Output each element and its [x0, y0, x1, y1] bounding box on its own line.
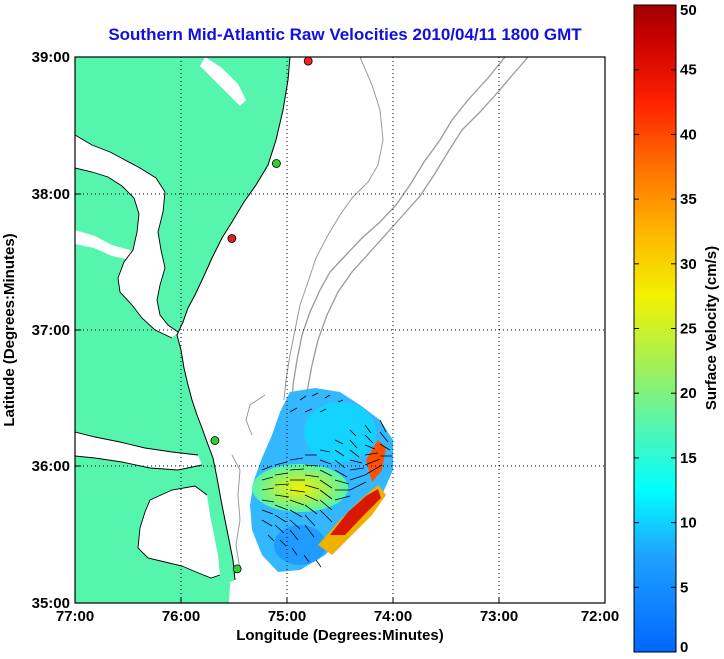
albemarle-sound [75, 432, 202, 470]
sounds-shoreline [75, 431, 221, 579]
x-tick-label: 75:00 [268, 608, 306, 625]
velocity-midspeed-band [252, 464, 348, 512]
bathymetry-contour-deep [299, 57, 529, 451]
x-tick-label: 74:00 [374, 608, 412, 625]
x-tick-label: 72:00 [581, 608, 619, 625]
map-title: Southern Mid-Atlantic Raw Velocities 201… [108, 25, 582, 44]
colorbar-tick-label: 35 [680, 191, 697, 208]
colorbar-label: Surface Velocity (cm/s) [703, 246, 720, 410]
colorbar-tick-label: 25 [680, 321, 697, 338]
bathymetry-contour-inner [283, 57, 384, 401]
colorbar-gradient [633, 4, 677, 653]
bathymetry-contour-slope [231, 394, 266, 571]
chesapeake-bay [75, 135, 178, 338]
colorbar-tick-label: 45 [680, 62, 697, 79]
colorbar-tick-label: 20 [680, 385, 697, 402]
y-tick-label: 37:00 [32, 322, 70, 339]
land-mainland [75, 57, 290, 603]
outer-banks [203, 440, 235, 582]
coastline [176, 57, 291, 581]
station-va-marker [227, 234, 237, 243]
radar-stations [210, 57, 313, 574]
x-axis-label: Longitude (Degrees:Minutes) [236, 627, 444, 644]
colorbar-tick-label: 10 [680, 515, 697, 532]
colorbar-tick-label: 15 [680, 450, 697, 467]
tick-marks [74, 56, 606, 604]
y-tick-label: 38:00 [32, 186, 70, 203]
velocity-field [250, 388, 393, 572]
y-tick-label: 36:00 [32, 458, 70, 475]
y-tick-labels: 35:00 36:00 37:00 38:00 39:00 [32, 49, 70, 612]
colorbar-tick-label: 50 [680, 2, 697, 19]
y-axis-label: Latitude (Degrees:Minutes) [1, 233, 18, 426]
colorbar-tick-label: 0 [680, 639, 688, 656]
colorbar-tick-label: 30 [680, 256, 697, 273]
station-nc-south-marker [232, 564, 242, 574]
x-tick-label: 73:00 [480, 608, 518, 625]
map-area [75, 57, 605, 603]
delaware-bay [200, 57, 246, 106]
pamlico-sound [138, 486, 220, 578]
colorbar-tick-label: 5 [680, 579, 688, 596]
chesapeake-shoreline [75, 134, 179, 339]
station-nc-north-marker [210, 436, 220, 445]
map-grid [75, 57, 605, 603]
bathymetry-contour-shallow [290, 57, 506, 471]
x-tick-labels: 77:00 76:00 75:00 74:00 73:00 72:00 [56, 608, 619, 625]
x-tick-label: 76:00 [162, 608, 200, 625]
potomac-river [75, 230, 138, 260]
colorbar-ticks: 0 5 10 15 20 25 30 35 40 45 50 [634, 2, 697, 656]
x-tick-label: 77:00 [56, 608, 94, 625]
velocity-vectors [261, 392, 392, 568]
colorbar-tick-label: 40 [680, 126, 697, 143]
colorbar: 0 5 10 15 20 25 30 35 40 45 50 Surface Velocity (c… [633, 2, 720, 656]
y-tick-label: 39:00 [32, 49, 70, 66]
velocity-peak-band [330, 489, 381, 535]
velocity-cyan-zone [304, 402, 376, 462]
y-tick-label: 35:00 [32, 595, 70, 612]
station-north-marker [303, 57, 313, 66]
station-md-marker [271, 159, 281, 168]
